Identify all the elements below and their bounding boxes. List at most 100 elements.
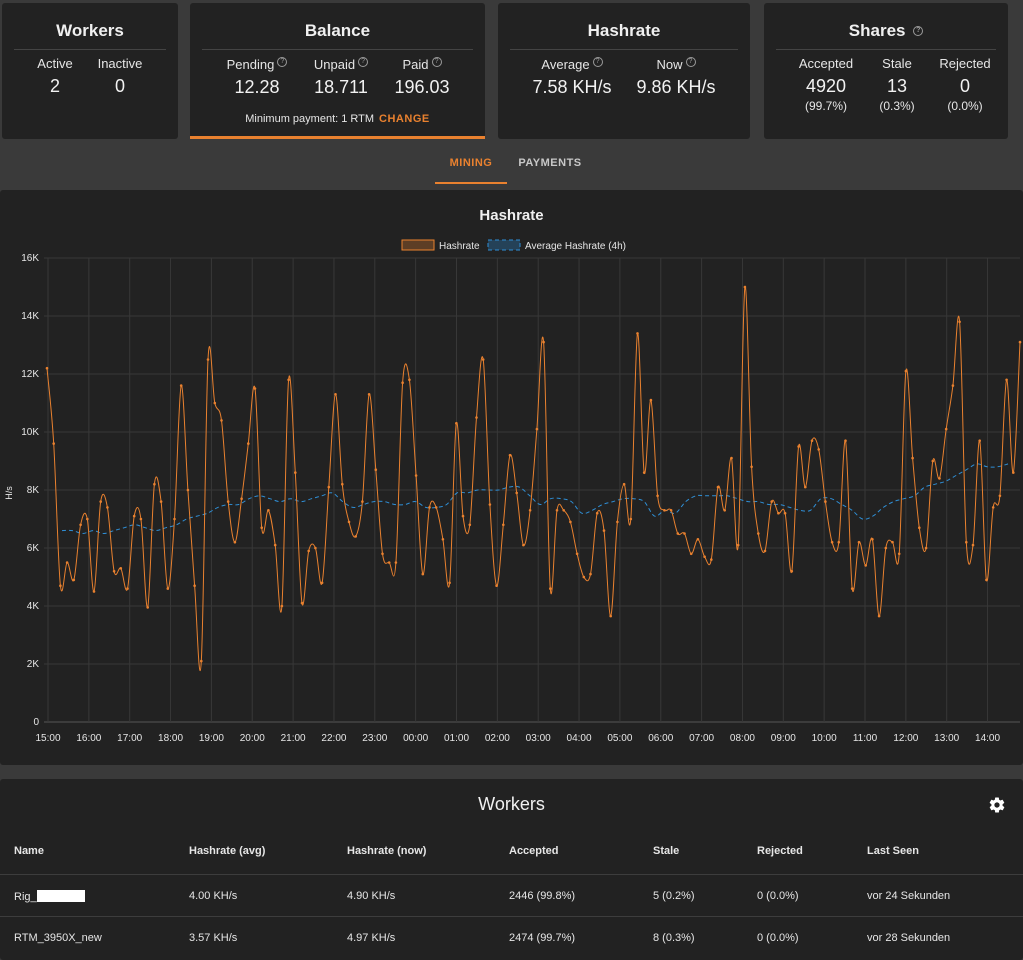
hashrate-point[interactable]	[106, 506, 109, 509]
hashrate-point[interactable]	[522, 543, 525, 547]
hashrate-point[interactable]	[441, 538, 445, 541]
hashrate-point[interactable]	[99, 500, 102, 503]
hashrate-point[interactable]	[716, 485, 720, 489]
column-header-stale[interactable]: Stale	[653, 845, 680, 857]
tab-mining[interactable]: MINING	[449, 157, 493, 169]
hashrate-point[interactable]	[394, 561, 398, 564]
hashrate-point[interactable]	[911, 456, 914, 460]
hashrate-point[interactable]	[515, 491, 518, 495]
hashrate-point[interactable]	[132, 514, 136, 518]
hashrate-point[interactable]	[951, 384, 955, 387]
hashrate-point[interactable]	[770, 500, 773, 503]
hashrate-point[interactable]	[797, 445, 800, 448]
hashrate-point[interactable]	[535, 427, 539, 431]
hashrate-point[interactable]	[508, 453, 512, 457]
hashrate-point[interactable]	[730, 456, 733, 460]
hashrate-point[interactable]	[696, 538, 700, 541]
hashrate-point[interactable]	[347, 520, 351, 524]
hashrate-point[interactable]	[408, 378, 411, 382]
help-icon[interactable]: ?	[592, 56, 603, 67]
hashrate-point[interactable]	[334, 393, 337, 396]
help-icon[interactable]: ?	[431, 56, 442, 67]
column-header-name[interactable]: Name	[14, 845, 44, 857]
hashrate-point[interactable]	[757, 532, 760, 535]
hashrate-point[interactable]	[166, 587, 170, 590]
hashrate-point[interactable]	[669, 509, 673, 512]
hashrate-point[interactable]	[924, 546, 928, 550]
hashrate-point[interactable]	[971, 543, 975, 547]
hashrate-point[interactable]	[991, 506, 995, 509]
hashrate-point[interactable]	[414, 474, 418, 477]
hashrate-point[interactable]	[555, 509, 559, 512]
hashrate-point[interactable]	[723, 509, 726, 512]
hashrate-point[interactable]	[267, 509, 270, 512]
hashrate-point[interactable]	[173, 517, 176, 521]
hashrate-point[interactable]	[186, 488, 190, 492]
hashrate-point[interactable]	[421, 572, 425, 576]
hashrate-point[interactable]	[240, 497, 243, 501]
hashrate-point[interactable]	[918, 526, 921, 529]
hashrate-point[interactable]	[736, 543, 740, 547]
hashrate-line[interactable]	[46, 285, 1021, 671]
gear-icon[interactable]	[988, 796, 1006, 814]
legend-hashrate-swatch[interactable]	[401, 239, 435, 251]
hashrate-point[interactable]	[434, 506, 438, 509]
hashrate-point[interactable]	[72, 578, 76, 582]
hashrate-point[interactable]	[897, 552, 901, 556]
help-icon[interactable]: ?	[358, 56, 369, 67]
hashrate-point[interactable]	[253, 387, 257, 390]
hashrate-point[interactable]	[871, 538, 874, 541]
hashrate-point[interactable]	[837, 540, 841, 544]
hashrate-point[interactable]	[488, 503, 492, 506]
help-icon[interactable]: ?	[913, 26, 924, 36]
legend-hashrate-label[interactable]: Hashrate	[439, 241, 480, 252]
hashrate-point[interactable]	[119, 567, 123, 570]
hashrate-point[interactable]	[649, 398, 653, 402]
hashrate-point[interactable]	[387, 561, 391, 564]
hashrate-point[interactable]	[146, 606, 149, 609]
hashrate-point[interactable]	[642, 471, 646, 474]
hashrate-point[interactable]	[817, 448, 820, 451]
hashrate-point[interactable]	[448, 581, 451, 585]
hashrate-point[interactable]	[381, 552, 384, 556]
legend-average-swatch[interactable]	[487, 239, 521, 251]
hashrate-point[interactable]	[327, 485, 331, 489]
hashrate-point[interactable]	[589, 572, 592, 576]
hashrate-point[interactable]	[226, 500, 230, 503]
hashrate-point[interactable]	[783, 511, 787, 515]
hashrate-point[interactable]	[179, 384, 183, 387]
hashrate-point[interactable]	[609, 614, 612, 618]
hashrate-point[interactable]	[428, 506, 431, 509]
hashrate-point[interactable]	[287, 378, 290, 382]
hashrate-point[interactable]	[602, 529, 606, 532]
hashrate-point[interactable]	[965, 540, 968, 544]
hashrate-point[interactable]	[320, 581, 324, 585]
hashrate-point[interactable]	[763, 549, 767, 553]
hashrate-point[interactable]	[656, 494, 659, 498]
hashrate-point[interactable]	[92, 590, 96, 593]
hashrate-point[interactable]	[1005, 378, 1008, 382]
hashrate-point[interactable]	[683, 532, 686, 535]
hashrate-point[interactable]	[495, 584, 498, 587]
hashrate-point[interactable]	[884, 546, 888, 550]
column-header-hashrate-avg[interactable]: Hashrate (avg)	[189, 845, 266, 857]
hashrate-point[interactable]	[468, 523, 472, 527]
column-header-hashrate-now[interactable]: Hashrate (now)	[347, 845, 427, 857]
hashrate-point[interactable]	[616, 520, 619, 524]
hashrate-point[interactable]	[850, 587, 854, 590]
hashrate-point[interactable]	[45, 366, 49, 370]
hashrate-point[interactable]	[904, 369, 908, 373]
hashrate-point[interactable]	[159, 500, 163, 503]
hashrate-point[interactable]	[595, 511, 599, 515]
legend-average-label[interactable]: Average Hashrate (4h)	[525, 241, 626, 252]
hashrate-point[interactable]	[998, 494, 1002, 498]
hashrate-point[interactable]	[361, 500, 364, 503]
hashrate-point[interactable]	[461, 514, 465, 518]
hashrate-point[interactable]	[676, 532, 680, 535]
hashrate-point[interactable]	[294, 471, 297, 474]
hashrate-point[interactable]	[1018, 340, 1022, 344]
hashrate-point[interactable]	[247, 442, 250, 445]
hashrate-point[interactable]	[126, 587, 129, 590]
hashrate-point[interactable]	[663, 509, 666, 512]
hashrate-point[interactable]	[59, 584, 62, 587]
